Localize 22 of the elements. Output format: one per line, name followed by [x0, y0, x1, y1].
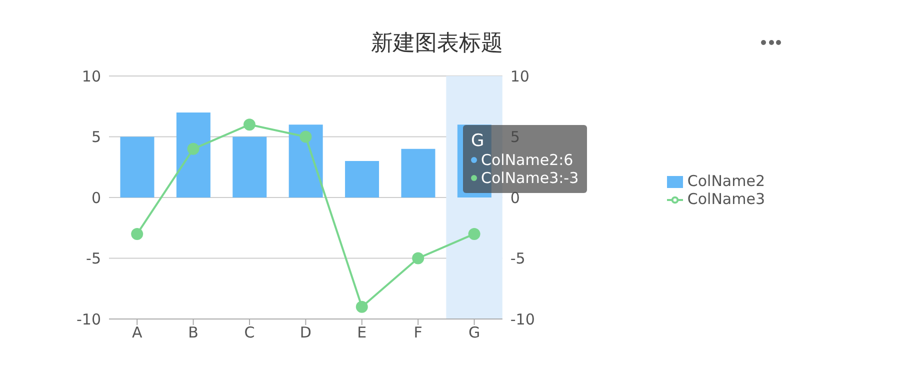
annotation: G — [471, 131, 484, 151]
y2-tick-label: -5 — [510, 250, 526, 268]
annotation: ColName3:-3 — [481, 169, 579, 187]
y-tick-label: -10 — [76, 310, 101, 328]
x-tick-label: B — [188, 324, 198, 342]
legend-label: ColName3 — [687, 190, 765, 208]
y2-tick-label: 0 — [510, 188, 520, 207]
y-tick-label: 10 — [82, 67, 101, 86]
y2-tick-label: -10 — [510, 310, 535, 328]
y2-tick-label: 10 — [510, 67, 530, 86]
annotation: ColName2:6 — [481, 151, 574, 169]
x-tick-label: F — [414, 324, 422, 342]
chart-title: 新建图表标题 — [370, 30, 504, 58]
legend-label: ColName2 — [687, 172, 765, 190]
x-tick-label: G — [468, 324, 480, 342]
x-tick-label: D — [300, 324, 312, 342]
y-tick-label: 0 — [91, 188, 101, 207]
x-tick-label: E — [357, 324, 367, 342]
y-tick-label: -5 — [86, 250, 101, 268]
y-tick-label: 5 — [91, 128, 101, 146]
x-tick-label: C — [244, 324, 255, 342]
x-tick-label: A — [132, 324, 143, 342]
